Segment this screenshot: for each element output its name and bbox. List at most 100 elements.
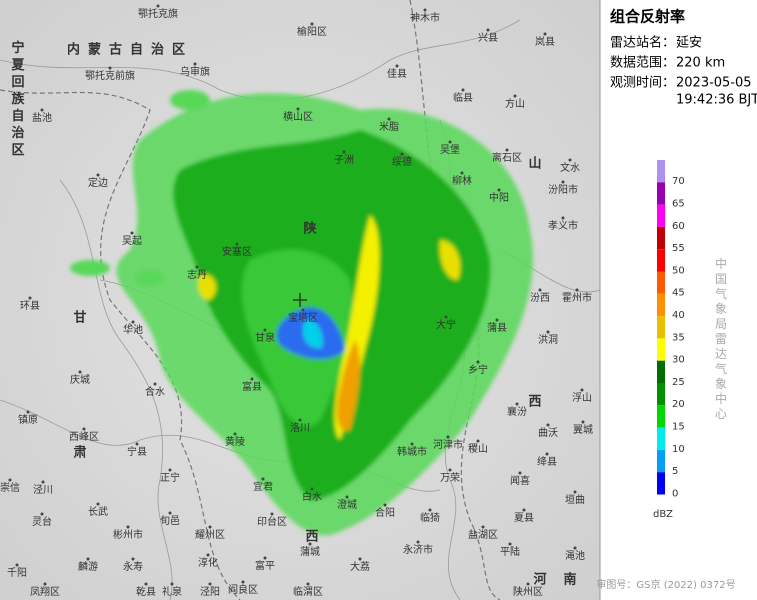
legend-swatch <box>657 405 665 428</box>
legend-label: 50 <box>672 265 685 276</box>
legend-label: 35 <box>672 332 685 343</box>
place-dot <box>131 320 135 324</box>
place-label: 渑池 <box>565 549 585 562</box>
legend-label: 55 <box>672 243 685 254</box>
place-dot <box>342 150 346 154</box>
place-dot <box>193 62 197 66</box>
place-dot <box>446 435 450 439</box>
place-label: 鄂托克前旗 <box>85 69 135 82</box>
region-label: 西 <box>528 395 541 410</box>
legend-label: 60 <box>672 221 685 232</box>
radar-echo <box>70 90 533 536</box>
place-dot <box>395 64 399 68</box>
place-dot <box>208 582 212 586</box>
place-label: 宝塔区 <box>288 311 318 324</box>
legend-swatch <box>657 360 665 383</box>
legend-label: 25 <box>672 377 685 388</box>
legend-swatch <box>657 316 665 339</box>
place-label: 泾川 <box>33 483 53 496</box>
place-label: 万荣 <box>440 472 460 484</box>
legend-swatch <box>657 383 665 406</box>
place-dot <box>235 242 239 246</box>
place-label: 闻喜 <box>510 474 530 487</box>
place-label: 兴县 <box>478 32 498 44</box>
place-dot <box>40 512 44 516</box>
place-dot <box>41 480 45 484</box>
place-dot <box>195 265 199 269</box>
place-dot <box>573 490 577 494</box>
place-dot <box>96 502 100 506</box>
place-label: 永济市 <box>403 543 433 556</box>
place-dot <box>546 423 550 427</box>
place-label: 崇信 <box>0 482 20 494</box>
legend-label: 30 <box>672 355 685 366</box>
region-label: 甘 <box>73 310 86 326</box>
region-label: 陕 <box>303 221 317 237</box>
place-dot <box>358 557 362 561</box>
place-dot <box>301 308 305 312</box>
place-label: 富平 <box>255 559 275 572</box>
place-label: 浮山 <box>572 392 592 404</box>
legend-swatch <box>657 160 665 183</box>
place-dot <box>400 152 404 156</box>
place-label: 中阳 <box>489 191 509 204</box>
place-dot <box>505 148 509 152</box>
place-dot <box>86 557 90 561</box>
place-dot <box>96 173 100 177</box>
place-label: 大宁 <box>436 318 456 331</box>
place-dot <box>461 88 465 92</box>
place-dot <box>250 377 254 381</box>
place-label: 乾县 <box>136 585 156 598</box>
place-dot <box>8 478 12 482</box>
place-label: 盐池 <box>32 111 52 124</box>
place-dot <box>580 388 584 392</box>
place-dot <box>296 107 300 111</box>
place-label: 离石区 <box>492 151 522 164</box>
place-dot <box>263 556 267 560</box>
place-label: 定边 <box>88 176 108 189</box>
place-dot <box>518 471 522 475</box>
place-label: 环县 <box>20 300 40 312</box>
place-label: 旬邑 <box>160 514 180 527</box>
place-dot <box>82 427 86 431</box>
place-dot <box>306 582 310 586</box>
legend-label: 40 <box>672 310 685 321</box>
place-label: 盐湖区 <box>468 528 498 541</box>
place-dot <box>444 315 448 319</box>
place-dot <box>208 525 212 529</box>
place-label: 大荔 <box>350 560 370 573</box>
station-label: 雷达站名： <box>610 35 675 51</box>
place-dot <box>28 296 32 300</box>
place-label: 麟游 <box>78 560 98 573</box>
place-label: 澄城 <box>337 498 357 511</box>
place-label: 镇原 <box>18 413 38 426</box>
legend-swatch <box>657 338 665 361</box>
place-label: 绥德 <box>392 155 412 168</box>
place-label: 横山区 <box>283 110 313 123</box>
place-dot <box>168 468 172 472</box>
place-dot <box>538 288 542 292</box>
legend-swatch <box>657 293 665 317</box>
place-dot <box>144 582 148 586</box>
region-label: 西 <box>305 530 318 545</box>
place-dot <box>522 508 526 512</box>
range: 220 km <box>676 56 725 71</box>
place-label: 灵台 <box>32 515 52 528</box>
legend-label: 15 <box>672 421 685 432</box>
place-label: 宜君 <box>253 480 273 493</box>
place-dot <box>298 418 302 422</box>
station: 延安 <box>676 36 702 51</box>
legend-swatch <box>657 249 665 272</box>
place-label: 合阳 <box>375 506 395 519</box>
place-dot <box>130 231 134 235</box>
legend-label: 5 <box>672 466 678 477</box>
place-label: 合水 <box>145 385 165 398</box>
title: 组合反射率 <box>610 8 685 26</box>
place-dot <box>126 525 130 529</box>
region-label: 南 <box>563 572 576 588</box>
time-label: 观测时间： <box>610 76 675 91</box>
place-label: 汾西 <box>530 292 550 304</box>
legend-swatch <box>657 182 665 205</box>
place-dot <box>428 508 432 512</box>
place-dot <box>308 542 312 546</box>
